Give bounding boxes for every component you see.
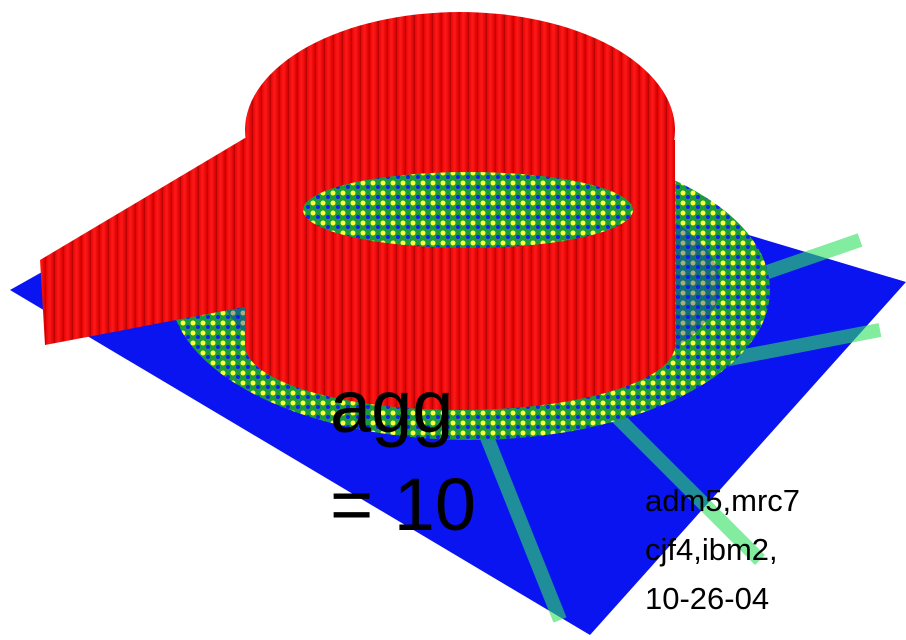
credit-line: cjf4,ibm2, [645, 532, 778, 567]
left-wall [40, 135, 255, 345]
title-fragment: agg [330, 365, 453, 448]
subtitle-fragment: = 10 [330, 463, 476, 546]
credit-line: adm5,mrc7 [645, 483, 800, 518]
cylinder-floor [303, 172, 633, 248]
credit-line: 10-26-04 [645, 581, 769, 616]
surface-plot [10, 12, 906, 635]
